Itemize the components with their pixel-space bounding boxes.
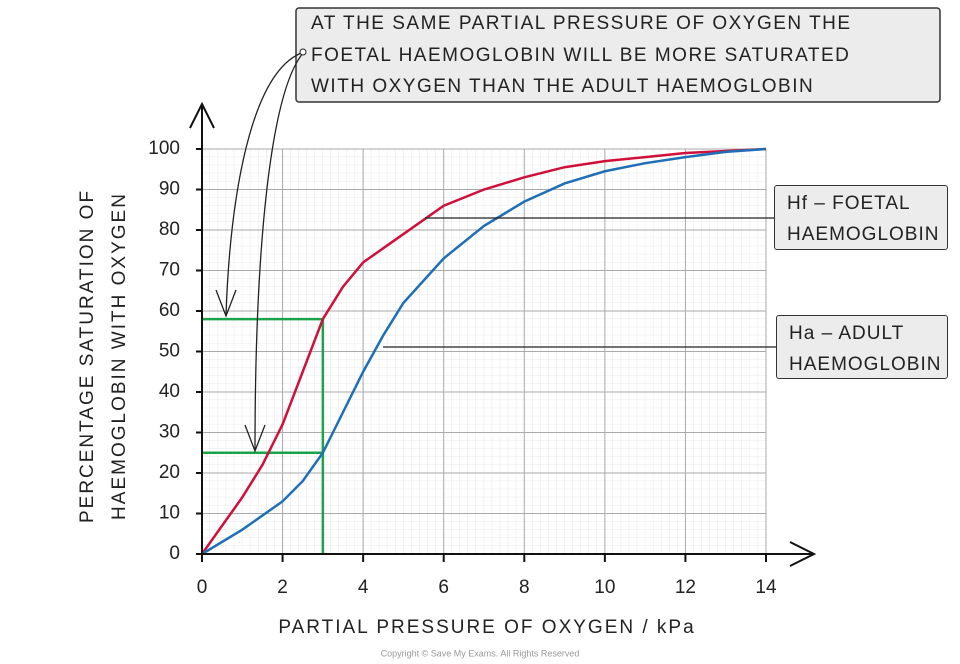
x-axis-title: PARTIAL PRESSURE OF OXYGEN / kPa (278, 617, 695, 638)
y-tick-label: 20 (159, 462, 180, 483)
x-tick-label: 2 (277, 577, 288, 598)
copyright: Copyright © Save My Exams. All Rights Re… (381, 648, 580, 658)
y-tick-label: 30 (159, 422, 180, 443)
annotation-arrow (254, 51, 305, 451)
x-tick-label: 14 (755, 577, 777, 598)
y-tick-label: 0 (169, 543, 180, 564)
annotation-line: WITH OXYGEN THAN THE ADULT HAEMOGLOBIN (311, 76, 814, 97)
x-tick-label: 0 (197, 577, 208, 598)
y-tick-label: 90 (159, 179, 180, 200)
data-line (200, 147, 767, 555)
x-tick-label: 8 (519, 577, 530, 598)
x-tick-label: 6 (438, 577, 449, 598)
y-tick-label: 10 (159, 503, 180, 524)
x-tick-label: 4 (358, 577, 369, 598)
x-tick-label: 12 (675, 577, 696, 598)
legend-entry: Hf – FOETAL HAEMOGLOBIN (774, 185, 948, 250)
annotation-dot (299, 48, 307, 56)
legend-entry: Ha – ADULT HAEMOGLOBIN (776, 315, 948, 379)
x-tick-label: 10 (594, 577, 615, 598)
y-tick-label: 80 (159, 219, 180, 240)
y-axis-title: PERCENTAGE SATURATION OF (77, 189, 98, 523)
x-axis-arrow (789, 541, 817, 567)
y-tick-label: 60 (159, 300, 180, 321)
annotation-arrow (225, 51, 305, 316)
y-tick-label: 100 (148, 138, 180, 159)
data-line (201, 147, 767, 556)
y-axis-arrow (189, 101, 215, 129)
y-tick-label: 70 (159, 260, 180, 281)
arrow-head (244, 424, 266, 453)
y-tick-label: 50 (159, 341, 180, 362)
annotation-line: FOETAL HAEMOGLOBIN WILL BE MORE SATURATE… (311, 45, 850, 66)
y-axis-title: HAEMOGLOBIN WITH OXYGEN (109, 192, 130, 520)
y-tick-label: 40 (159, 381, 180, 402)
arrow-head (215, 289, 237, 318)
annotation-line: AT THE SAME PARTIAL PRESSURE OF OXYGEN T… (311, 13, 852, 34)
